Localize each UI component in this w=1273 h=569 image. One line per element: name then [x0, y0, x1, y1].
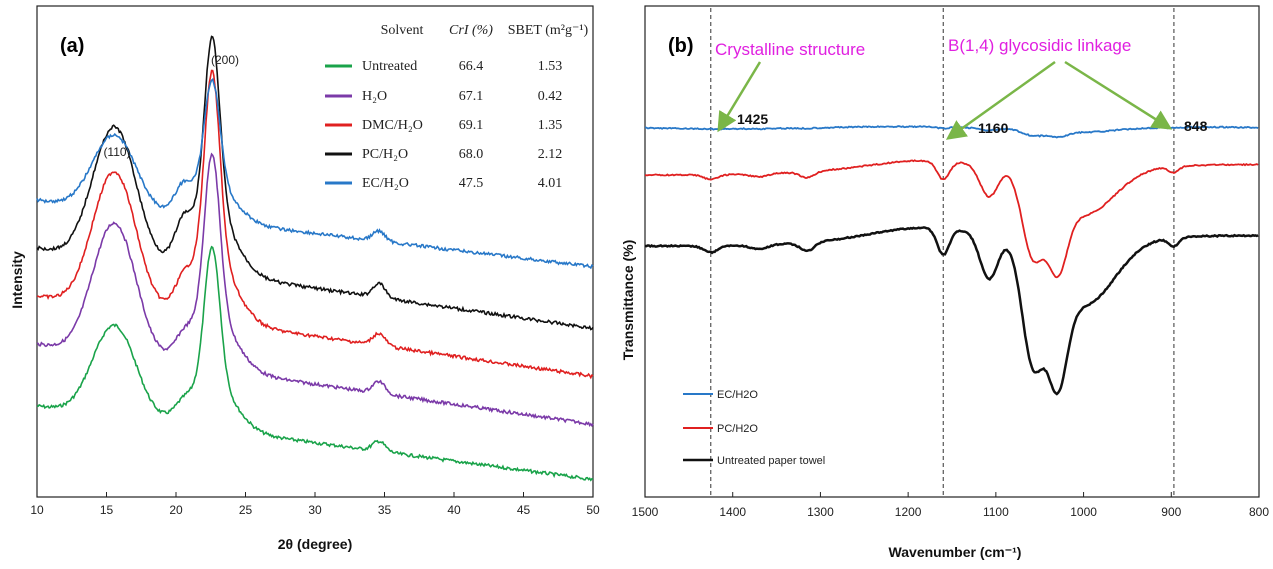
panel-a-xtick-label: 25 [239, 503, 253, 517]
panel-b: (b) Transmittance (%) Wavenumber (cm⁻¹) … [620, 5, 1269, 560]
panel-b-xtick-label: 1100 [983, 505, 1009, 519]
annotation-crystalline: Crystalline structure [715, 40, 865, 59]
annotation-glycosidic: B(1,4) glycosidic linkage [948, 36, 1131, 55]
table-cell-cri: 69.1 [459, 118, 484, 133]
panel-a-xtick-label: 35 [378, 503, 392, 517]
panel-b-series-untreated [644, 226, 1259, 396]
panel-a-xtick-label: 20 [169, 503, 183, 517]
panel-b-label: (b) [668, 35, 694, 57]
table-cell-cri: 68.0 [459, 147, 484, 162]
annotation-arrows [717, 60, 1173, 140]
table-cell-cri: 67.1 [459, 89, 484, 104]
table-cell-solvent: EC/H₂O [362, 176, 409, 191]
arrow-glycosidic-right [1064, 60, 1173, 130]
panel-a-xtick-label: 40 [447, 503, 461, 517]
panel-a-ylabel: Intensity [9, 251, 25, 309]
table-cell-sbet: 4.01 [538, 176, 563, 191]
panel-a-frame [36, 5, 594, 498]
panel-a-series-ec [36, 77, 594, 270]
panel-b-xtick-label: 1500 [632, 505, 659, 519]
panel-a-xtick-label: 15 [100, 503, 114, 517]
panel-b-frame [644, 5, 1260, 498]
panel-a-xlabel: 2θ (degree) [278, 536, 352, 552]
panel-a-xtick-label: 30 [308, 503, 322, 517]
panel-b-legend: EC/H2O PC/H2O Untreated paper towel [683, 389, 825, 467]
table-header-cri: CrI (%) [449, 23, 493, 38]
table-cell-cri: 66.4 [459, 59, 484, 74]
table-cell-solvent: DMC/H₂O [362, 118, 423, 133]
table-cell-solvent: H₂O [362, 89, 387, 104]
panel-a-series-pc [36, 35, 594, 331]
table-cell-sbet: 0.42 [538, 89, 563, 104]
legend-label-untreated: Untreated paper towel [717, 455, 825, 467]
panel-a-xtick-label: 45 [517, 503, 531, 517]
legend-label-ec: EC/H2O [717, 389, 758, 401]
table-header-solvent: Solvent [381, 23, 424, 38]
panel-b-xtick-label: 1300 [807, 505, 834, 519]
arrow-glycosidic-left [945, 60, 1056, 140]
panel-b-xtick-label: 1000 [1070, 505, 1097, 519]
panel-b-xlabel: Wavenumber (cm⁻¹) [889, 544, 1022, 560]
panel-b-xtick-label: 900 [1161, 505, 1181, 519]
panel-a-series-h2o [36, 152, 594, 428]
panel-a: (a) Intensity 2θ (degree) 10 15 20 25 30 35 40… [9, 5, 600, 552]
table-cell-cri: 47.5 [459, 176, 484, 191]
peak-label-110: (110) [103, 145, 130, 159]
table-cell-sbet: 1.35 [538, 118, 563, 133]
panel-b-xtick-label: 1400 [719, 505, 746, 519]
table-cell-sbet: 2.12 [538, 147, 563, 162]
panel-a-series-untreated [36, 245, 594, 482]
table-cell-solvent: PC/H₂O [362, 147, 408, 162]
panel-b-xtick-label: 800 [1249, 505, 1269, 519]
panel-a-xtick-label: 50 [586, 503, 600, 517]
wavenumber-label-1425: 1425 [737, 111, 768, 127]
table-cell-solvent: Untreated [362, 59, 417, 74]
peak-label-200: (200) [211, 53, 239, 67]
panel-a-table: Solvent CrI (%) SBET (m²g⁻¹) Untreated 66… [325, 23, 589, 191]
table-cell-sbet: 1.53 [538, 59, 563, 74]
panel-a-series-dmc [36, 69, 594, 380]
wavenumber-label-1160: 1160 [978, 120, 1009, 136]
panel-b-series-pc [644, 159, 1259, 279]
panel-b-xtick-label: 1200 [895, 505, 922, 519]
table-header-sbet: SBET (m²g⁻¹) [508, 23, 589, 38]
wavenumber-label-848: 848 [1184, 118, 1208, 134]
panel-a-xtick-label: 10 [30, 503, 44, 517]
legend-label-pc: PC/H2O [717, 423, 758, 435]
panel-b-ylabel: Transmittance (%) [620, 240, 636, 361]
panel-a-label: (a) [60, 35, 84, 57]
arrow-crystalline [717, 61, 762, 133]
